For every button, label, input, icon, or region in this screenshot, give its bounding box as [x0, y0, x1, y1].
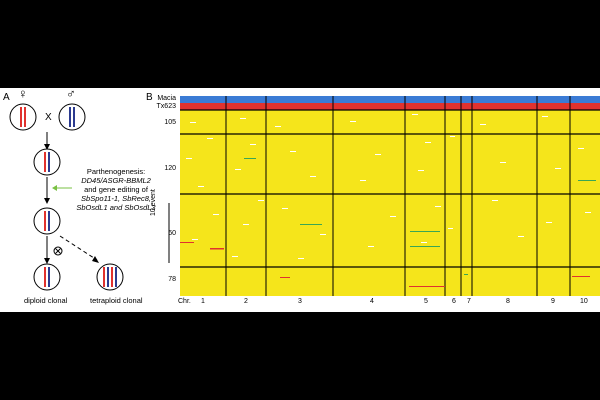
panel-a-diagram	[9, 103, 124, 291]
event-label-60: 60	[168, 230, 176, 237]
panel-b-label: B	[146, 92, 153, 103]
macia-band	[180, 96, 600, 103]
event-label-78: 78	[168, 276, 176, 283]
event-label-105: 105	[164, 119, 176, 126]
chr-label-1: 1	[201, 298, 205, 305]
chr-label-3: 3	[298, 298, 302, 305]
tetraploid-cell	[96, 263, 124, 291]
chromosome-dividers	[225, 96, 571, 296]
white-marks	[186, 114, 591, 259]
hybrid-cell	[33, 148, 61, 176]
chr-label-7: 7	[467, 298, 471, 305]
chr-label-4: 4	[370, 298, 374, 305]
chr-label-2: 2	[244, 298, 248, 305]
male-symbol: ♂	[66, 86, 76, 101]
treatment-line-3: and gene editing of	[84, 185, 148, 194]
diploid-cell	[33, 263, 61, 291]
chr-label-8: 8	[506, 298, 510, 305]
y-axis-label: 10 event	[150, 189, 157, 216]
cross-symbol: X	[45, 112, 52, 123]
edited-cell	[33, 207, 61, 235]
panel-a-label: A	[3, 92, 10, 103]
male-cell	[58, 103, 86, 131]
parent-label-tx623: Tx623	[156, 103, 176, 110]
chr-label-9: 9	[551, 298, 555, 305]
chr-label-6: 6	[452, 298, 456, 305]
parent-label-macia: Macia	[157, 95, 176, 102]
chr-label-10: 10	[580, 298, 588, 305]
chr-prefix: Chr.	[178, 298, 191, 305]
treatment-line-1: Parthenogenesis:	[86, 167, 146, 176]
event-label-120: 120	[164, 165, 176, 172]
treatment-line-2: DD45/ASGR-BBML2	[81, 176, 151, 185]
chr-label-5: 5	[424, 298, 428, 305]
tx623-band	[180, 103, 600, 110]
outcome-tetraploid: tetraploid clonal	[90, 296, 143, 305]
treatment-line-4: SbSpo11-1, SbRec8,	[81, 194, 151, 203]
outcome-diploid: diploid clonal	[24, 296, 68, 305]
female-symbol: ♀	[18, 86, 28, 101]
heatmap	[180, 96, 600, 296]
female-cell	[9, 103, 37, 131]
dashed-arrow	[59, 235, 98, 261]
red-marks	[180, 242, 590, 287]
y-axis-bar	[168, 203, 170, 263]
event-dividers	[180, 109, 600, 268]
green-marks	[244, 158, 596, 275]
treatment-text: Parthenogenesis: DD45/ASGR-BBML2 and gen…	[60, 167, 172, 212]
treatment-line-5: SbOsdL1 and SbOsdL3	[76, 203, 156, 212]
heatmap-background	[180, 96, 600, 296]
